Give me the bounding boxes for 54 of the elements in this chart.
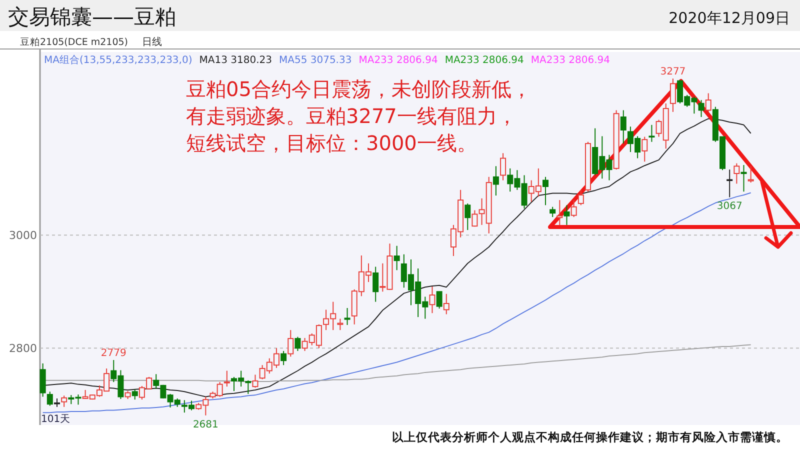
candlestick (542, 176, 549, 206)
candlestick (705, 92, 712, 112)
chart-subtitle: 2020年12月09日 (668, 9, 790, 27)
candlestick (224, 370, 230, 388)
candlestick (726, 169, 733, 198)
candlestick (670, 78, 676, 112)
candlestick (443, 293, 450, 315)
candlestick (252, 374, 258, 388)
text: 以上仅代表分析师个人观点不构成任何操作建议；期市有风险入市需谨慎。 (392, 430, 788, 444)
text: MA55 3075.33 (278, 55, 352, 66)
annotation: MA233 2806.94 (444, 55, 524, 66)
candlestick (337, 318, 344, 331)
candlestick (294, 336, 301, 352)
candlestick (748, 166, 754, 184)
candlestick (429, 286, 436, 314)
candlestick (550, 206, 556, 218)
annotation: MA233 2806.94 (358, 55, 438, 66)
annotation: 101天 (41, 414, 70, 425)
text: 豆粕2105(DCE m2105) (20, 37, 128, 48)
candlestick (132, 388, 138, 400)
chart-title: 交易锦囊——豆粕 (8, 5, 176, 29)
candlestick (648, 124, 655, 142)
annotation: 3277 (660, 66, 686, 78)
candlestick (372, 266, 379, 302)
annotation: 2681 (192, 419, 218, 430)
annotation: 豆粕05合约今日震荡，未创阶段新低，有走弱迹象。豆粕3277一线有阻力，短线试空，目标位：3000一线。 (186, 77, 532, 155)
candlestick (40, 362, 46, 398)
text: 日线 (142, 36, 162, 48)
candlestick (46, 391, 53, 406)
candlestick (578, 189, 584, 206)
annotation: 3067 (716, 201, 742, 212)
candlestick (734, 162, 740, 184)
candlestick (436, 291, 442, 310)
candlestick (464, 202, 471, 231)
text: MA13 3180.23 (199, 55, 272, 66)
annotation: 2779 (100, 348, 126, 360)
candlestick (564, 204, 570, 226)
candlestick (288, 330, 294, 358)
candlestick (492, 166, 499, 196)
candlestick (61, 395, 68, 408)
annotation: MA组合(13,55,233,233,233,0) (44, 54, 192, 66)
candlestick (570, 200, 577, 218)
candlestick (642, 136, 648, 162)
candlestick (698, 100, 704, 118)
y-tick-label: 3000 (9, 229, 37, 242)
candlestick (280, 350, 287, 366)
y-tick-label: 2800 (9, 342, 37, 356)
candlestick (394, 245, 400, 271)
annotation: MA233 2806.94 (530, 55, 610, 66)
candlestick (556, 200, 563, 226)
candlestick (344, 308, 350, 326)
candlestick (500, 152, 506, 181)
candlestick (620, 110, 626, 144)
candlestick (740, 164, 747, 192)
